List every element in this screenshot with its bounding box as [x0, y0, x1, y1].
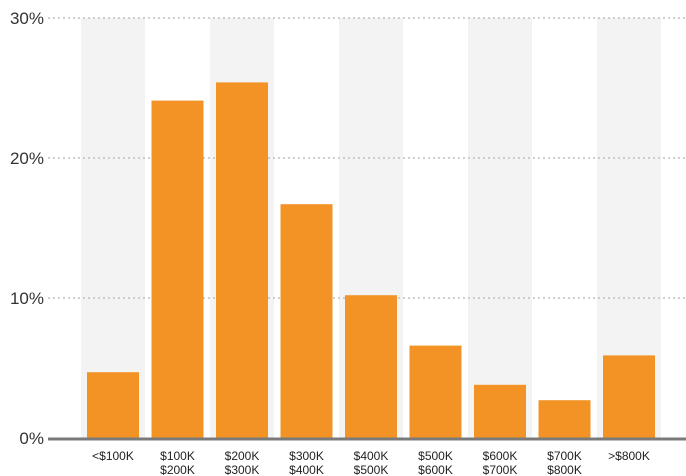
y-axis-tick-labels: 0% 10% 20% 30%: [10, 9, 44, 448]
x-axis-tick-labels: <$100K $100K $200K$200K $300K$300K $400K$400…: [92, 449, 650, 476]
x-tick-label-line: $700K: [547, 449, 582, 463]
x-tick-label-line: >$800K: [608, 449, 650, 463]
x-tick-label: $100K $200K: [160, 449, 195, 476]
y-tick-label: 30%: [10, 9, 44, 28]
x-tick-label-line: $500K: [418, 449, 453, 463]
x-tick-label: $200K $300K: [225, 449, 260, 476]
bar: [87, 372, 139, 438]
x-tick-label-line: $100K: [160, 449, 195, 463]
x-tick-label-line: $300K: [289, 449, 324, 463]
bar: [409, 345, 462, 438]
y-tick-label: 10%: [10, 289, 44, 308]
x-tick-label-line: $500K: [354, 463, 389, 476]
bars: [87, 82, 655, 439]
bar: [603, 355, 655, 438]
x-tick-label: $600K $700K: [483, 449, 518, 476]
column-shade: [81, 18, 145, 438]
bar: [151, 100, 204, 438]
y-tick-label: 0%: [19, 429, 44, 448]
x-tick-label-line: $400K: [354, 449, 389, 463]
bar: [345, 295, 397, 438]
x-tick-label: $300K $400K: [289, 449, 324, 476]
x-tick-label-line: $300K: [225, 463, 260, 476]
bar: [538, 400, 591, 438]
x-tick-label-line: $700K: [483, 463, 518, 476]
x-tick-label: $500K $600K: [418, 449, 453, 476]
column-shade: [468, 18, 532, 438]
bar: [216, 82, 268, 439]
x-tick-label-line: $400K: [289, 463, 324, 476]
y-tick-label: 20%: [10, 149, 44, 168]
x-tick-label: <$100K: [92, 449, 134, 463]
x-tick-label-line: <$100K: [92, 449, 134, 463]
x-tick-label: >$800K: [608, 449, 650, 463]
x-tick-label: $700K $800K: [547, 449, 582, 476]
x-tick-label-line: $800K: [547, 463, 582, 476]
x-tick-label-line: $200K: [225, 449, 260, 463]
x-tick-label-line: $200K: [160, 463, 195, 476]
x-tick-label-line: $600K: [483, 449, 518, 463]
x-tick-label: $400K $500K: [354, 449, 389, 476]
bar: [474, 384, 526, 438]
x-tick-label-line: $600K: [418, 463, 453, 476]
bar: [280, 204, 333, 438]
